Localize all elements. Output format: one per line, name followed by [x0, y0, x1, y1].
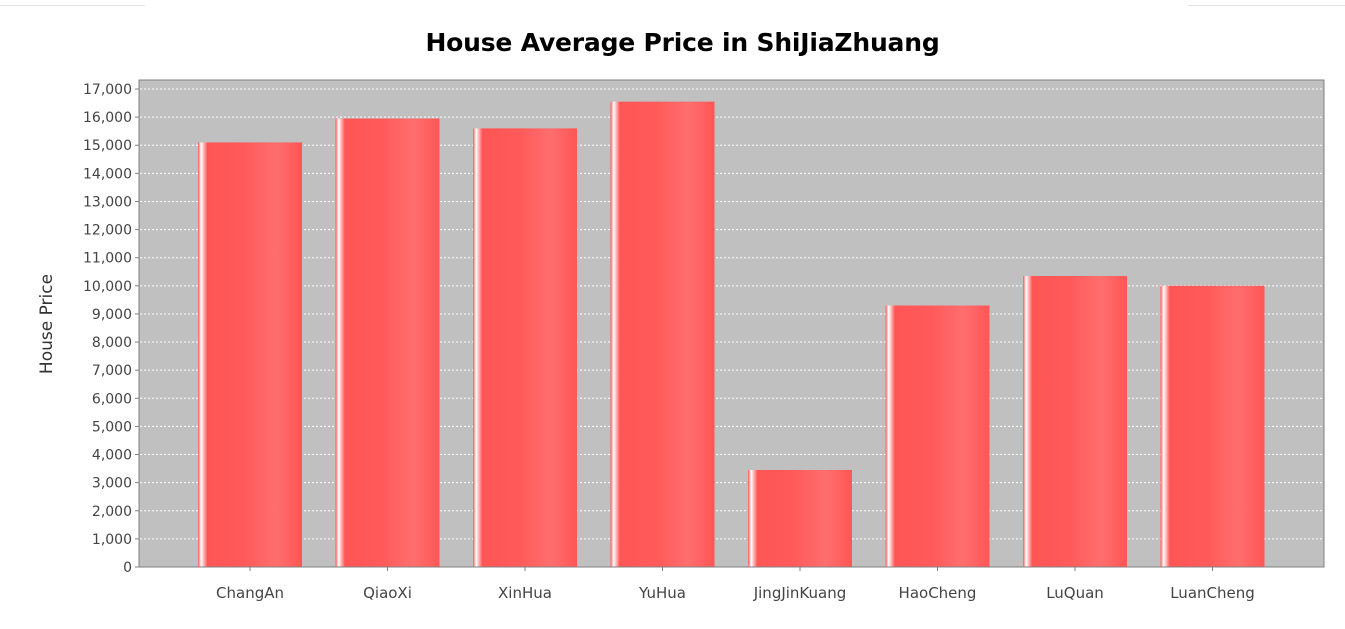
x-tick-label: YuHua	[638, 584, 686, 602]
y-tick-label: 8,000	[92, 335, 132, 351]
x-tick-label: ChangAn	[216, 584, 284, 602]
y-tick-label: 1,000	[92, 532, 132, 548]
y-tick-label: 13,000	[83, 194, 132, 210]
y-tick-label: 5,000	[92, 419, 132, 435]
y-tick-label: 2,000	[92, 504, 132, 520]
y-tick-label: 9,000	[92, 307, 132, 323]
x-tick-label: XinHua	[498, 584, 552, 602]
y-tick-label: 15,000	[83, 138, 132, 154]
bar-changan	[198, 142, 302, 567]
bar-yuhua	[610, 101, 715, 567]
y-tick-label: 7,000	[92, 363, 132, 379]
chart-title: House Average Price in ShiJiaZhuang	[425, 28, 940, 57]
bars	[198, 101, 1265, 568]
bar-luquan	[1023, 275, 1127, 567]
y-axis-title: House Price	[37, 274, 57, 374]
y-tick-label: 0	[123, 560, 132, 576]
x-tick-label: HaoCheng	[899, 584, 977, 602]
top-rule-right	[1188, 5, 1345, 6]
x-tick-label: LuanCheng	[1170, 584, 1255, 602]
y-tick-label: 11,000	[83, 251, 132, 267]
y-tick-label: 16,000	[83, 110, 132, 126]
x-tick-label: JingJinKuang	[753, 584, 847, 602]
y-tick-label: 14,000	[83, 166, 132, 182]
x-tick-label: QiaoXi	[363, 584, 412, 602]
bar-xinhua	[473, 128, 577, 568]
y-tick-label: 6,000	[92, 391, 132, 407]
bar-qiaoxi	[335, 118, 440, 567]
bar-jingjinkuang	[748, 469, 852, 567]
x-axis: ChangAn QiaoXi XinHua YuHua JingJinKuang HaoC…	[139, 566, 1324, 602]
top-rule-left	[0, 5, 145, 6]
x-tick-label: LuQuan	[1046, 584, 1104, 602]
y-tick-label: 12,000	[83, 223, 132, 239]
bar-haocheng	[885, 305, 990, 567]
plot-area	[138, 79, 1325, 568]
y-tick-label: 10,000	[83, 279, 132, 295]
y-tick-label: 3,000	[92, 476, 132, 492]
bar-luancheng	[1160, 285, 1265, 567]
y-tick-label: 4,000	[92, 448, 132, 464]
y-axis: 0 1,000 2,000 3,000 4,000 5,000 6,000 7,000 8,00…	[83, 80, 140, 576]
y-tick-label: 17,000	[83, 82, 132, 98]
